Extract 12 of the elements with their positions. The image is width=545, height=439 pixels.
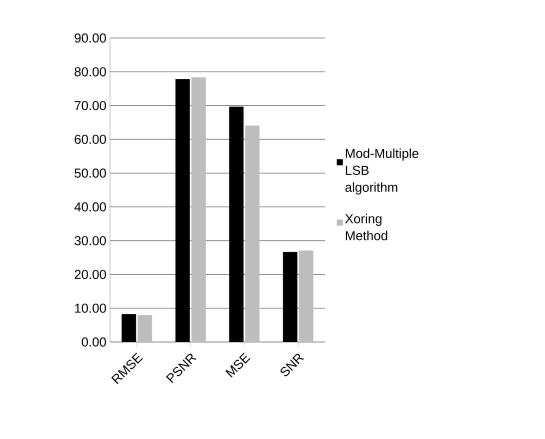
y-tick-label: 90.00 <box>74 33 106 43</box>
y-tick-label: 0.00 <box>82 337 106 347</box>
legend-label: Xoring Method <box>345 214 388 240</box>
y-tick-label: 30.00 <box>74 236 106 246</box>
y-tick-label: 40.00 <box>74 202 106 212</box>
y-tick-label: 50.00 <box>74 168 106 178</box>
y-tick-label: 60.00 <box>74 134 106 144</box>
y-tick-label: 20.00 <box>74 270 106 280</box>
y-tick-label: 80.00 <box>74 67 106 76</box>
legend-label: Mod-Multiple LSB algorithm <box>345 148 418 194</box>
y-tick-label: 10.00 <box>75 304 106 313</box>
y-tick-label: 70.00 <box>74 100 106 110</box>
